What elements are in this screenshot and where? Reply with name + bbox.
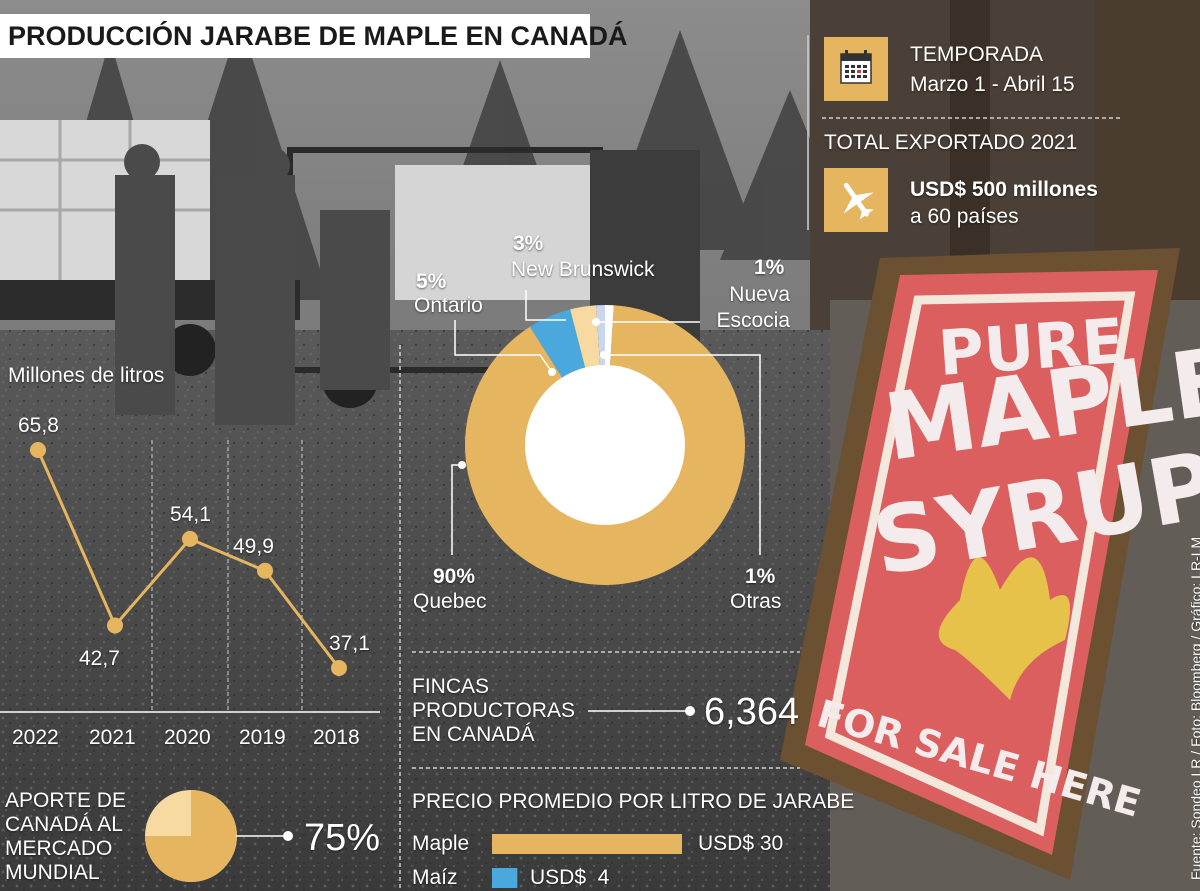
line-point-2022: [30, 442, 46, 458]
dot-nueva-escocia: [592, 318, 600, 326]
calendar-icon-box: [824, 37, 888, 101]
contribution-label-line: MUNDIAL: [5, 861, 100, 884]
price-bars: [492, 834, 682, 888]
exports-detail: a 60 países: [910, 205, 1019, 228]
donut-label-ne-text: Nueva Escocia: [716, 283, 790, 332]
donut-label-ontario: Ontario: [414, 294, 483, 317]
exports-value: USD$ 500 millones: [910, 178, 1098, 201]
dot-quebec: [458, 461, 466, 469]
leader-otras: [602, 354, 761, 555]
farms-label-line: FINCAS: [412, 675, 490, 698]
donut-label-ontario-pct: 5%: [416, 270, 447, 293]
line-chart-ylabel: Millones de litros: [8, 364, 165, 387]
farms-label-line: EN CANADÁ: [412, 723, 535, 746]
x-tick-label-2019: 2019: [239, 726, 286, 749]
line-value-label-2020: 54,1: [170, 502, 211, 526]
x-tick-label-2020: 2020: [164, 726, 211, 749]
price-value-maiz: USD$ 4: [530, 866, 610, 889]
x-tick-label-2018: 2018: [313, 726, 360, 749]
line-value-label-2018: 37,1: [329, 632, 370, 655]
source-credit: Fuente: Sondeo LR / Foto: Bloomberg / Gr…: [1188, 536, 1200, 880]
donut-label-otras-pct: 1%: [745, 565, 776, 588]
donut-hole: [525, 365, 685, 525]
price-chart-title: PRECIO PROMEDIO POR LITRO DE JARABE: [412, 790, 855, 813]
contribution-pie: [145, 790, 237, 882]
dot-ontario: [548, 368, 556, 376]
season-label: TEMPORADA: [910, 43, 1044, 66]
contribution-label-line: APORTE DE: [5, 789, 126, 812]
contribution-value: 75%: [304, 817, 381, 859]
svg-text:PURE: PURE: [936, 304, 1127, 390]
x-tick-label-2021: 2021: [89, 726, 136, 749]
line-chart-gridlines: [151, 440, 303, 712]
page-title: PRODUCCIÓN JARABE DE MAPLE EN CANADÁ: [0, 14, 628, 58]
maple-syrup-sign: PURE MAPLE SYRUP FOR SALE HERE: [780, 248, 1200, 880]
leader-new-brunswick: [525, 290, 566, 321]
farms-label: FINCAS PRODUCTORAS EN CANADÁ: [412, 675, 575, 747]
dot-otras: [600, 351, 608, 359]
farms-value: 6,364: [704, 691, 800, 733]
price-bar-maple: [492, 834, 682, 854]
line-chart-series: [36, 449, 341, 669]
price-value-maple: USD$ 30: [698, 832, 784, 855]
pie-slice-canada: [145, 790, 237, 882]
dot-contribution: [283, 831, 293, 841]
contribution-label-line: MERCADO: [5, 837, 113, 860]
leader-ontario: [454, 320, 553, 373]
line-point-2018: [331, 660, 347, 676]
donut-label-quebec-pct: 90%: [433, 565, 476, 588]
season-value: Marzo 1 - Abril 15: [910, 73, 1075, 96]
contribution-label-line: CANADÁ AL: [5, 813, 123, 836]
airplane-icon: [843, 182, 874, 220]
donut-label-quebec: Quebec: [413, 590, 487, 613]
x-tick-label-2022: 2022: [12, 726, 59, 749]
contribution-label: APORTE DE CANADÁ AL MERCADO MUNDIAL: [5, 789, 126, 885]
farms-label-line: PRODUCTORAS: [412, 699, 575, 722]
calendar-icon: [840, 50, 872, 84]
line-value-label-2021: 42,7: [79, 647, 120, 671]
line-value-label-2022: 65,8: [18, 414, 59, 437]
line-point-2019: [257, 562, 273, 579]
airplane-icon-box: [824, 168, 888, 232]
price-bar-maíz: [492, 868, 518, 888]
donut-label-ne: Nueva Escocia: [706, 282, 790, 334]
line-point-2021: [107, 617, 123, 634]
price-label-maiz: Maíz: [412, 866, 458, 889]
line-point-2020: [182, 530, 198, 547]
dot-farms: [685, 706, 695, 716]
donut-label-nb-pct: 3%: [513, 232, 544, 255]
leader-quebec: [451, 464, 462, 555]
donut-label-nb: New Brunswick: [511, 258, 655, 281]
donut-label-otras: Otras: [730, 590, 782, 613]
donut-label-ne-pct: 1%: [754, 256, 785, 279]
price-label-maple: Maple: [412, 832, 470, 855]
exports-label: TOTAL EXPORTADO 2021: [824, 131, 1078, 154]
line-value-label-2019: 49,9: [233, 534, 274, 558]
